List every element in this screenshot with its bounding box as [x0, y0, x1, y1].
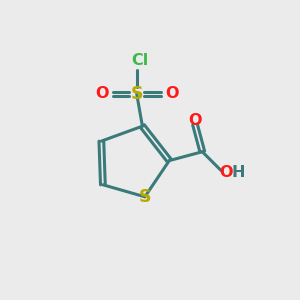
Text: S: S [130, 85, 143, 103]
Text: O: O [188, 112, 202, 128]
Text: Cl: Cl [131, 53, 148, 68]
Text: H: H [231, 165, 245, 180]
Text: O: O [220, 165, 233, 180]
Text: O: O [95, 86, 109, 101]
Text: O: O [165, 86, 178, 101]
Text: S: S [139, 188, 151, 206]
